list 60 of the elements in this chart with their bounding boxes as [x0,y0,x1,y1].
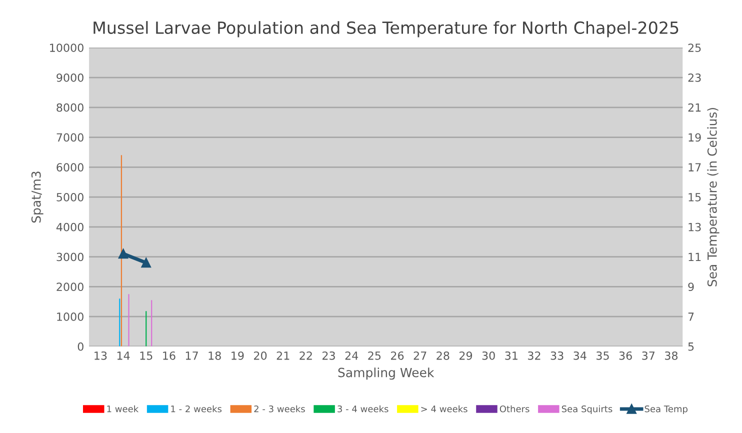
y2-tick-label: 17 [688,163,701,172]
y-tick-label: 6000 [56,163,84,172]
x-tick-label: 21 [276,351,290,360]
legend-label: 3 - 4 weeks [338,405,388,412]
x-tick-label: 28 [436,351,450,360]
x-tick-label: 19 [232,351,244,360]
y-tick-label: 10000 [50,44,84,52]
y-tick-label: 7000 [56,133,84,142]
y-tick-label: 2000 [56,282,84,292]
y2-tick-label: 21 [688,103,701,112]
y2-tick-label: 15 [688,193,701,202]
x-tick-label: 31 [505,351,518,360]
y2-axis-title: Sea Temperature (in Celcius) [707,108,720,286]
legend-label: > 4 weeks [421,405,468,412]
x-tick-label: 15 [140,352,152,360]
y-tick-label: 8000 [56,103,84,112]
x-tick-label: 25 [368,351,381,360]
y-tick-label: 4000 [56,222,84,232]
legend-label: Sea Temp [644,405,688,414]
y2-tick-label: 23 [688,73,701,82]
x-tick-label: 32 [528,351,540,360]
x-tick-label: 16 [163,351,176,360]
y-tick-label: 9000 [56,73,84,82]
y-tick-label: 3000 [56,252,84,262]
y-axis-title: Spat/m3 [31,172,44,223]
x-tick-label: 26 [391,351,404,360]
y2-tick-label: 25 [688,44,701,52]
x-tick-label: 34 [574,351,586,360]
x-tick-label: 20 [254,351,267,360]
x-tick-label: 18 [208,351,221,360]
x-tick-label: 14 [117,352,130,360]
x-tick-label: 13 [94,351,107,360]
y2-tick-label: 7 [688,312,694,321]
y2-tick-label: 11 [688,252,701,261]
y-tick-label: 1000 [57,312,84,321]
x-tick-label: 33 [550,351,564,360]
x-tick-label: 36 [619,351,632,360]
y2-tick-label: 5 [688,342,694,351]
y-tick-label: 0 [78,342,84,351]
x-tick-label: 27 [414,351,426,360]
legend-label: Others [500,405,530,412]
legend-label: 1 - 2 weeks [171,405,222,412]
y2-tick-label: 19 [688,133,701,142]
x-axis-title: Sampling Week [338,368,434,380]
x-tick-label: 37 [642,351,655,360]
x-tick-label: 30 [482,351,495,360]
y2-tick-label: 9 [688,282,694,292]
chart-title: Mussel Larvae Population and Sea Temperature for North Chapel-2025 [94,21,678,38]
x-tick-label: 22 [300,351,312,360]
x-tick-label: 38 [665,351,678,360]
x-tick-label: 17 [186,352,198,360]
x-tick-label: 29 [459,351,472,360]
y2-tick-label: 13 [688,222,701,232]
x-tick-label: 24 [345,351,358,360]
legend-label: Sea Squirts [562,405,612,414]
y-tick-label: 5000 [56,192,84,202]
x-tick-label: 35 [596,351,609,360]
legend-label: 1 week [107,405,139,412]
x-tick-label: 23 [322,351,335,360]
legend-label: 2 - 3 weeks [254,405,305,412]
